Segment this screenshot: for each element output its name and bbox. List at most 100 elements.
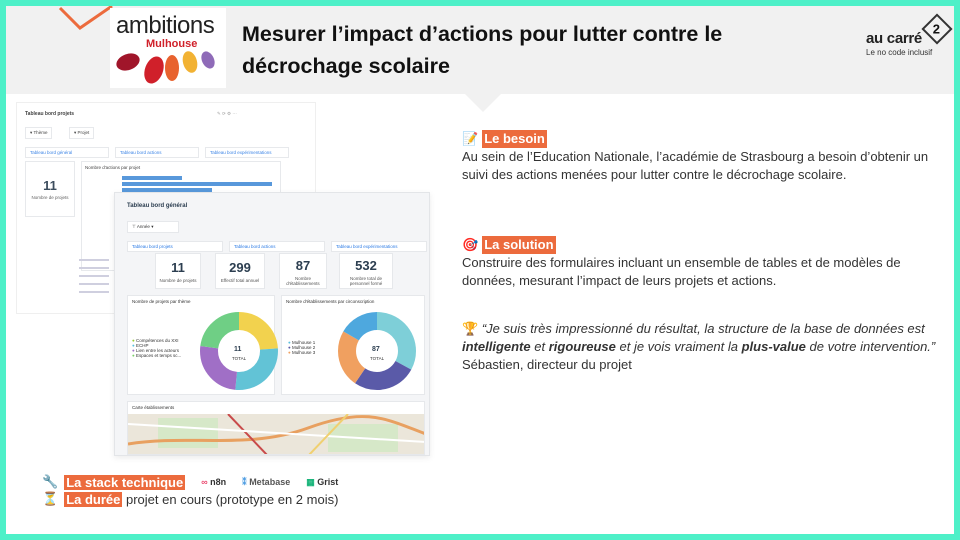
page-title: Mesurer l’impact d’actions pour lutter c… [242, 22, 723, 78]
kpi-value: 11 [171, 260, 185, 275]
kpi-card-effectif: 299 Effectif total annuel [215, 253, 265, 289]
donut-title: Nombre d'établissements par circonscript… [286, 299, 375, 304]
header-notch [465, 94, 501, 112]
n8n-logo-text: n8n [210, 477, 227, 487]
trophy-icon: 🏆 [462, 321, 482, 336]
map-card: Carte établissements [127, 401, 425, 455]
quote-part: de votre intervention.” [805, 339, 936, 354]
section-label: La solution [482, 236, 556, 254]
section-solution: 🎯 La solution Construire des formulaires… [462, 236, 952, 290]
kpi-label: Nombre d'établissements [286, 276, 320, 286]
tab-experimentations[interactable]: Tableau bord expérimentations [205, 147, 289, 158]
kpi-label: Effectif total annuel [220, 278, 260, 283]
bar [122, 176, 182, 180]
map-area[interactable] [128, 413, 424, 454]
kpi-label: Nombre de projets [159, 278, 197, 283]
duree-label: La durée [64, 491, 123, 507]
petals-logo-icon [116, 51, 215, 84]
kpi-card-projects: 11 Nombre de projets [25, 161, 75, 217]
tab-experimentations[interactable]: Tableau bord expérimentations [331, 241, 427, 252]
filter-theme-label: Thème [33, 130, 48, 135]
quote-part: et [530, 339, 549, 354]
map-title: Carte établissements [132, 405, 175, 410]
tab-projets[interactable]: Tableau bord projets [127, 241, 223, 252]
donut-center-label: TOTAL [370, 356, 385, 361]
kpi-value: 87 [295, 258, 311, 273]
donut-card-circonscriptions: Nombre d'établissements par circonscript… [281, 295, 425, 395]
tab-general[interactable]: Tableau bord général [25, 147, 109, 158]
donut-legend: ● Mulhouse 1 ● Mulhouse 2 ● Mulhouse 3 [288, 340, 316, 355]
header-band: ambitions Mulhouse Mesurer l’impact d’ac… [6, 6, 954, 94]
duree-line: La durée projet en cours (prototype en 2… [64, 491, 339, 507]
dashboard-screenshot-general: Tableau bord général ⊤ Année ▾ Tableau b… [114, 192, 430, 456]
stack-label: La stack technique [64, 474, 186, 490]
donut-chart-circonscriptions [338, 312, 416, 390]
stack-row: 🔧 La stack technique ∞ n8n ⁑ Metabase ▦ … [42, 474, 338, 490]
section-header: 📝 Le besoin [462, 130, 952, 148]
testimonial-quote: 🏆 “Je suis très impressionné du résultat… [462, 320, 952, 356]
donut-center-value: 11 [234, 346, 242, 353]
brand-tagline: Le no code inclusif [866, 48, 933, 57]
section-besoin: 📝 Le besoin Au sein de l’Education Natio… [462, 130, 952, 184]
duree-row: ⏳ La durée projet en cours (prototype en… [42, 491, 338, 507]
filter-year-label: Année [136, 224, 150, 229]
kpi-card-projects: 11 Nombre de projets [155, 253, 201, 289]
section-header: 🎯 La solution [462, 236, 952, 254]
filter-project-label: Projet [77, 130, 90, 135]
client-logo: ambitions Mulhouse [110, 8, 226, 88]
filter-theme[interactable]: ▾ Thème [25, 127, 53, 139]
bar [122, 188, 212, 192]
brand-name: au carré [866, 30, 922, 47]
section-label: Le besoin [482, 130, 547, 148]
section-text: Construire des formulaires incluant un e… [462, 255, 901, 288]
quote-emphasis: plus-value [741, 339, 806, 354]
n8n-logo: ∞ n8n [201, 477, 227, 487]
section-text: Au sein de l’Education Nationale, l’acad… [462, 149, 929, 182]
donut-chart-themes [200, 312, 278, 390]
target-icon: 🎯 [462, 237, 479, 252]
bar [122, 182, 272, 186]
bar-chart-title: Nombre d'actions par projet [85, 165, 141, 170]
testimonial-author: Sébastien, directeur du projet [462, 357, 632, 372]
grist-logo-text: Grist [317, 476, 339, 487]
quote-part: et je vois vraiment la [615, 339, 742, 354]
list-lines [79, 253, 109, 303]
donut-card-themes: Nombre de projets par thème ● Compétence… [127, 295, 278, 395]
grist-logo: ▦ Grist [306, 476, 339, 487]
dashboard-title: Tableau bord général [127, 203, 188, 209]
hourglass-icon: ⏳ [42, 491, 59, 506]
slide: ambitions Mulhouse Mesurer l’impact d’ac… [6, 6, 954, 534]
memo-icon: 📝 [462, 131, 479, 146]
filter-year[interactable]: ⊤ Année ▾ [127, 221, 179, 233]
kpi-value: 299 [229, 260, 251, 275]
brand-exponent-text: 2 [933, 21, 941, 37]
filter-project[interactable]: ▾ Projet [69, 127, 95, 139]
kpi-value: 532 [355, 258, 377, 273]
metabase-logo-text: Metabase [249, 476, 291, 487]
wrench-icon: 🔧 [42, 474, 59, 489]
kpi-value: 11 [43, 178, 57, 193]
tab-actions[interactable]: Tableau bord actions [115, 147, 199, 158]
donut-legend: ● Compétences du XXI ● ECHP ● Lien entre… [132, 338, 182, 358]
kpi-label: Nombre total de personnel formé [349, 276, 383, 286]
map-roads-icon [128, 413, 424, 454]
donut-center-value: 87 [372, 346, 380, 353]
client-logo-sub: Mulhouse [146, 38, 198, 50]
duree-text: projet en cours (prototype en 2 mois) [122, 491, 339, 507]
donut-title: Nombre de projets par thème [132, 299, 191, 304]
dashboard-toolbar-icons: ✎ ⟳ ⚙ ⋯ [217, 111, 237, 116]
client-logo-text: ambitions [116, 12, 215, 39]
chevron-decoration-icon [58, 6, 113, 30]
tab-actions[interactable]: Tableau bord actions [229, 241, 325, 252]
kpi-card-personnel: 532 Nombre total de personnel formé [339, 253, 393, 289]
brand-logo: au carré 2 Le no code inclusif [862, 13, 953, 64]
donut-center-label: TOTAL [232, 356, 247, 361]
quote-part: “Je suis très impressionné du résultat, … [481, 321, 925, 336]
kpi-label: Nombre de projets [31, 195, 69, 200]
quote-emphasis: rigoureuse [548, 339, 616, 354]
quote-emphasis: intelligente [462, 339, 531, 354]
brand-exponent: 2 [921, 13, 953, 45]
section-testimonial: 🏆 “Je suis très impressionné du résultat… [462, 320, 952, 374]
kpi-card-etablissements: 87 Nombre d'établissements [279, 253, 327, 289]
metabase-logo: ⁑ Metabase [242, 476, 291, 487]
